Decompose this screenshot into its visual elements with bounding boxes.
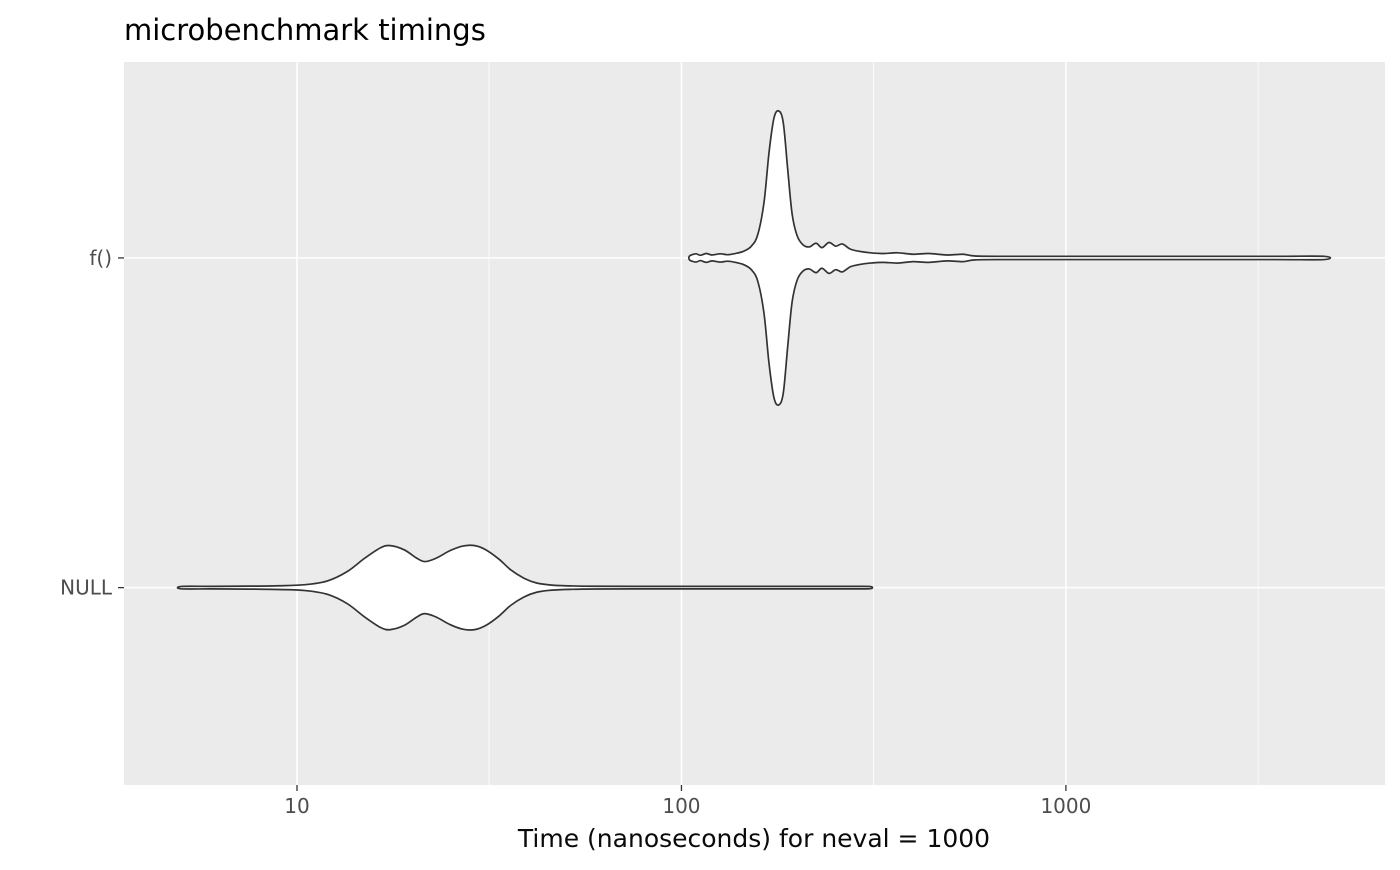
chart-title: microbenchmark timings: [124, 13, 486, 47]
y-tick-label: f(): [89, 246, 112, 270]
x-tick-label: 1000: [1040, 794, 1091, 818]
x-tick-label: 100: [662, 794, 700, 818]
violin-f(): [687, 109, 1332, 406]
axis-ticks: [118, 257, 1067, 791]
x-axis-title: Time (nanoseconds) for neval = 1000: [517, 824, 990, 853]
y-tick-label: NULL: [60, 576, 113, 600]
violin-shapes: [176, 109, 1332, 631]
axis-tick-labels: 10 100 1000 f() NULL: [60, 246, 1091, 818]
violin-NULL: [176, 544, 874, 631]
x-tick-label: 10: [284, 794, 309, 818]
plot-panel: [124, 62, 1385, 785]
